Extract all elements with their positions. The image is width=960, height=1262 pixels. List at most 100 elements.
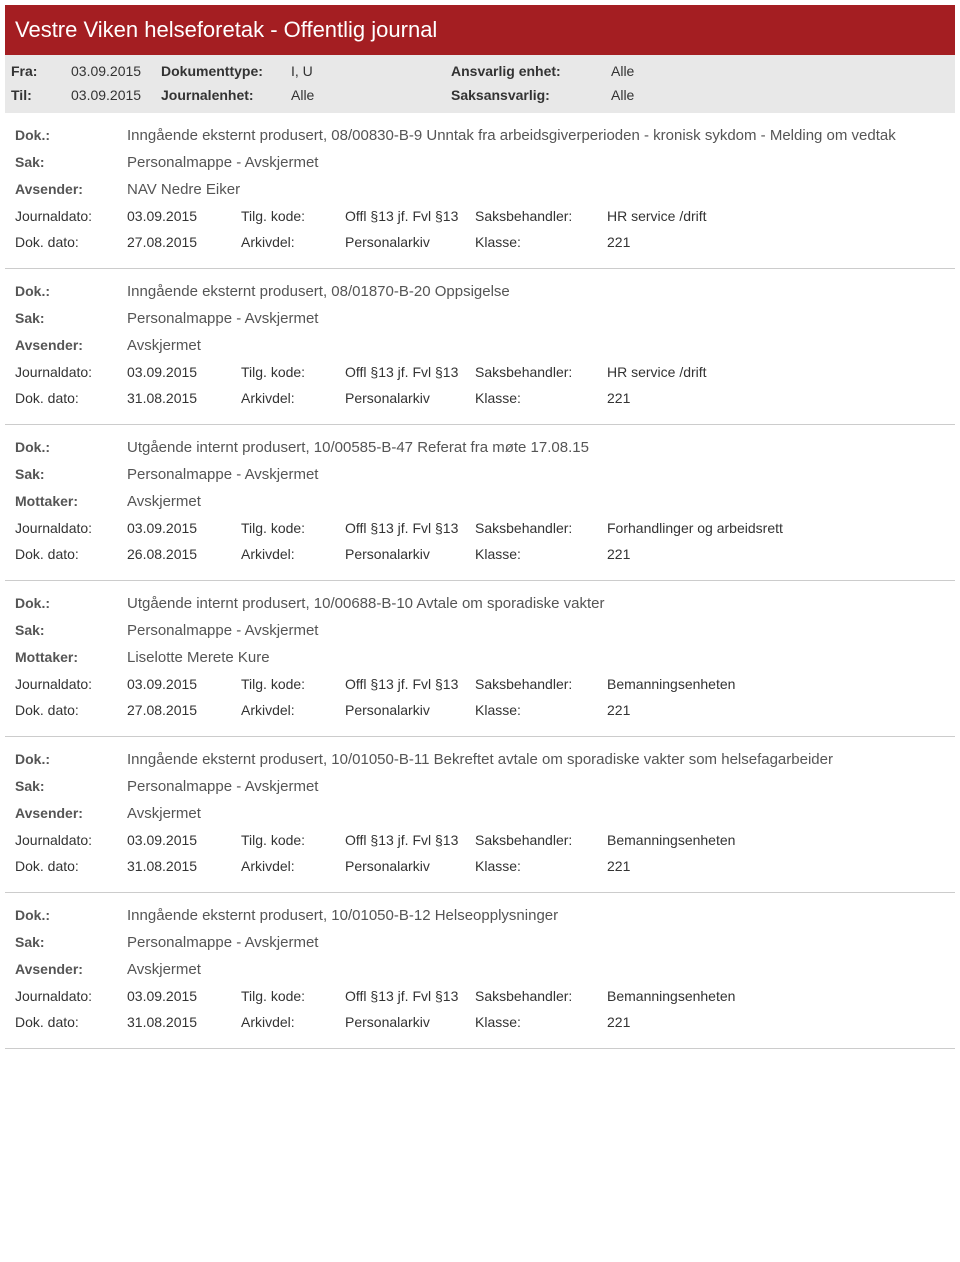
party-label: Avsender: <box>15 181 127 198</box>
journal-entry: Dok.: Inngående eksternt produsert, 10/0… <box>5 893 955 1049</box>
dokdato-label: Dok. dato: <box>15 1014 127 1030</box>
journal-entry: Dok.: Inngående eksternt produsert, 08/0… <box>5 113 955 269</box>
arkivdel-value: Personalarkiv <box>345 390 475 406</box>
saksbehandler-label: Saksbehandler: <box>475 988 607 1004</box>
party-value: Avskjermet <box>127 493 945 510</box>
saksansvarlig-value: Alle <box>611 87 771 103</box>
sak-label: Sak: <box>15 466 127 483</box>
journaldato-label: Journaldato: <box>15 520 127 536</box>
arkivdel-label: Arkivdel: <box>241 858 345 874</box>
tilgkode-label: Tilg. kode: <box>241 832 345 848</box>
dokdato-value: 26.08.2015 <box>127 546 241 562</box>
klasse-value: 221 <box>607 546 945 562</box>
journaldato-label: Journaldato: <box>15 208 127 224</box>
sak-label: Sak: <box>15 310 127 327</box>
sak-label: Sak: <box>15 154 127 171</box>
klasse-label: Klasse: <box>475 234 607 250</box>
dokdato-value: 31.08.2015 <box>127 390 241 406</box>
fra-label: Fra: <box>11 63 71 79</box>
klasse-value: 221 <box>607 702 945 718</box>
sak-label: Sak: <box>15 934 127 951</box>
saksbehandler-label: Saksbehandler: <box>475 520 607 536</box>
journal-entry: Dok.: Utgående internt produsert, 10/005… <box>5 425 955 581</box>
party-label: Mottaker: <box>15 493 127 510</box>
party-value: Avskjermet <box>127 337 945 354</box>
journalenhet-label: Journalenhet: <box>161 87 291 103</box>
dokdato-label: Dok. dato: <box>15 546 127 562</box>
saksbehandler-value: HR service /drift <box>607 364 945 380</box>
sak-value: Personalmappe - Avskjermet <box>127 466 945 483</box>
saksbehandler-label: Saksbehandler: <box>475 364 607 380</box>
til-label: Til: <box>11 87 71 103</box>
dok-value: Utgående internt produsert, 10/00585-B-4… <box>127 439 945 456</box>
saksbehandler-value: HR service /drift <box>607 208 945 224</box>
tilgkode-label: Tilg. kode: <box>241 364 345 380</box>
dok-value: Inngående eksternt produsert, 10/01050-B… <box>127 907 945 924</box>
tilgkode-value: Offl §13 jf. Fvl §13 <box>345 832 475 848</box>
til-value: 03.09.2015 <box>71 87 161 103</box>
sak-value: Personalmappe - Avskjermet <box>127 778 945 795</box>
arkivdel-value: Personalarkiv <box>345 546 475 562</box>
dokdato-label: Dok. dato: <box>15 390 127 406</box>
dok-value: Inngående eksternt produsert, 10/01050-B… <box>127 751 945 768</box>
arkivdel-value: Personalarkiv <box>345 702 475 718</box>
journaldato-label: Journaldato: <box>15 832 127 848</box>
klasse-label: Klasse: <box>475 858 607 874</box>
journaldato-value: 03.09.2015 <box>127 520 241 536</box>
party-value: Liselotte Merete Kure <box>127 649 945 666</box>
dok-label: Dok.: <box>15 283 127 300</box>
arkivdel-value: Personalarkiv <box>345 1014 475 1030</box>
journal-entry: Dok.: Inngående eksternt produsert, 10/0… <box>5 737 955 893</box>
arkivdel-label: Arkivdel: <box>241 234 345 250</box>
tilgkode-value: Offl §13 jf. Fvl §13 <box>345 364 475 380</box>
saksbehandler-value: Forhandlinger og arbeidsrett <box>607 520 945 536</box>
fra-value: 03.09.2015 <box>71 63 161 79</box>
tilgkode-value: Offl §13 jf. Fvl §13 <box>345 676 475 692</box>
dok-label: Dok.: <box>15 127 127 144</box>
dok-label: Dok.: <box>15 751 127 768</box>
party-value: Avskjermet <box>127 805 945 822</box>
journal-entry: Dok.: Inngående eksternt produsert, 08/0… <box>5 269 955 425</box>
dokdato-value: 31.08.2015 <box>127 858 241 874</box>
tilgkode-value: Offl §13 jf. Fvl §13 <box>345 988 475 1004</box>
klasse-label: Klasse: <box>475 702 607 718</box>
doktype-label: Dokumenttype: <box>161 63 291 79</box>
sak-value: Personalmappe - Avskjermet <box>127 622 945 639</box>
journalenhet-value: Alle <box>291 87 451 103</box>
party-label: Avsender: <box>15 337 127 354</box>
klasse-value: 221 <box>607 390 945 406</box>
dok-value: Inngående eksternt produsert, 08/01870-B… <box>127 283 945 300</box>
dok-value: Inngående eksternt produsert, 08/00830-B… <box>127 127 945 144</box>
dok-value: Utgående internt produsert, 10/00688-B-1… <box>127 595 945 612</box>
arkivdel-label: Arkivdel: <box>241 546 345 562</box>
tilgkode-label: Tilg. kode: <box>241 208 345 224</box>
dokdato-value: 31.08.2015 <box>127 1014 241 1030</box>
party-label: Mottaker: <box>15 649 127 666</box>
journaldato-label: Journaldato: <box>15 988 127 1004</box>
arkivdel-label: Arkivdel: <box>241 390 345 406</box>
dokdato-label: Dok. dato: <box>15 702 127 718</box>
klasse-label: Klasse: <box>475 1014 607 1030</box>
dok-label: Dok.: <box>15 439 127 456</box>
journaldato-value: 03.09.2015 <box>127 988 241 1004</box>
sak-value: Personalmappe - Avskjermet <box>127 934 945 951</box>
arkivdel-label: Arkivdel: <box>241 702 345 718</box>
tilgkode-value: Offl §13 jf. Fvl §13 <box>345 208 475 224</box>
dokdato-label: Dok. dato: <box>15 858 127 874</box>
party-label: Avsender: <box>15 961 127 978</box>
tilgkode-label: Tilg. kode: <box>241 676 345 692</box>
saksbehandler-label: Saksbehandler: <box>475 832 607 848</box>
journaldato-value: 03.09.2015 <box>127 208 241 224</box>
arkivdel-value: Personalarkiv <box>345 858 475 874</box>
filter-bar: Fra: 03.09.2015 Dokumenttype: I, U Ansva… <box>5 55 955 113</box>
dokdato-label: Dok. dato: <box>15 234 127 250</box>
ansvarlig-value: Alle <box>611 63 771 79</box>
dokdato-value: 27.08.2015 <box>127 702 241 718</box>
sak-value: Personalmappe - Avskjermet <box>127 310 945 327</box>
saksbehandler-label: Saksbehandler: <box>475 676 607 692</box>
journaldato-value: 03.09.2015 <box>127 364 241 380</box>
saksbehandler-value: Bemanningsenheten <box>607 988 945 1004</box>
dok-label: Dok.: <box>15 907 127 924</box>
klasse-label: Klasse: <box>475 546 607 562</box>
journaldato-value: 03.09.2015 <box>127 676 241 692</box>
